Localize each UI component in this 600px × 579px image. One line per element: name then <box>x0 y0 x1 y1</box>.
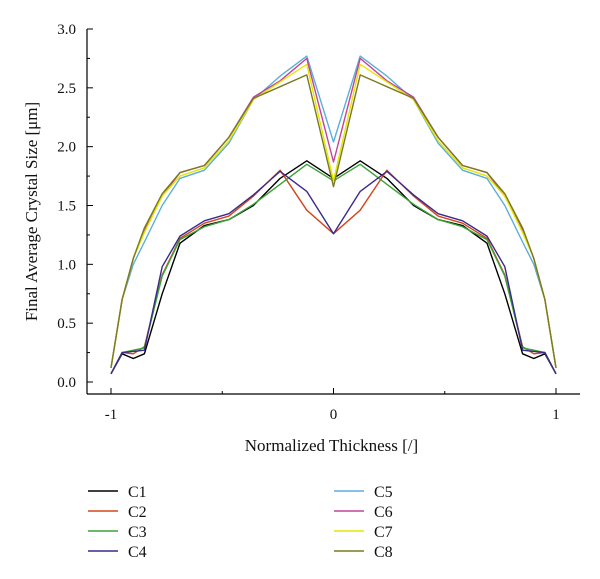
legend-label: C6 <box>374 504 393 521</box>
axes: 0.0 0.5 1.0 1.5 2.0 2.5 3.0 -1 0 1 <box>57 22 580 423</box>
legend-item-c8: C8 <box>334 544 393 561</box>
legend-label: C3 <box>128 524 147 541</box>
y-tick-label: 0.5 <box>57 316 76 332</box>
y-tick-label: 0.0 <box>57 375 76 391</box>
legend-item-c2: C2 <box>88 504 147 521</box>
x-tick-label: 0 <box>330 407 338 423</box>
series-line-c3 <box>110 163 557 375</box>
y-tick-label: 1.5 <box>57 199 76 215</box>
y-tick-label: 3.0 <box>57 22 76 38</box>
legend-item-c1: C1 <box>88 484 147 501</box>
y-tick-label: 2.5 <box>57 81 76 97</box>
legend-item-c6: C6 <box>334 504 393 521</box>
series-line-c2 <box>110 169 557 375</box>
series-line-c1 <box>110 160 557 375</box>
legend-label: C7 <box>374 524 393 541</box>
series-line-c7 <box>110 63 557 369</box>
y-tick-label: 1.0 <box>57 257 76 273</box>
series-layer <box>110 55 557 375</box>
legend-item-c3: C3 <box>88 524 147 541</box>
legend-label: C2 <box>128 504 147 521</box>
x-tick-label: -1 <box>105 407 118 423</box>
legend-label: C8 <box>374 544 393 561</box>
legend-label: C1 <box>128 484 147 501</box>
x-axis-title: Normalized Thickness [/] <box>245 436 418 455</box>
legend: C1 C2 C3 C4 C5 C6 C7 C8 <box>88 484 393 561</box>
legend-label: C5 <box>374 484 393 501</box>
legend-item-c4: C4 <box>88 544 147 561</box>
series-line-c8 <box>110 74 557 369</box>
legend-label: C4 <box>128 544 147 561</box>
legend-item-c7: C7 <box>334 524 393 541</box>
legend-item-c5: C5 <box>334 484 393 501</box>
x-tick-label: 1 <box>552 407 560 423</box>
y-axis-title: Final Average Crystal Size [μm] <box>22 102 41 321</box>
series-line-c6 <box>110 57 557 369</box>
series-line-c4 <box>110 170 557 375</box>
y-tick-label: 2.0 <box>57 140 76 156</box>
series-line-c5 <box>110 55 557 369</box>
